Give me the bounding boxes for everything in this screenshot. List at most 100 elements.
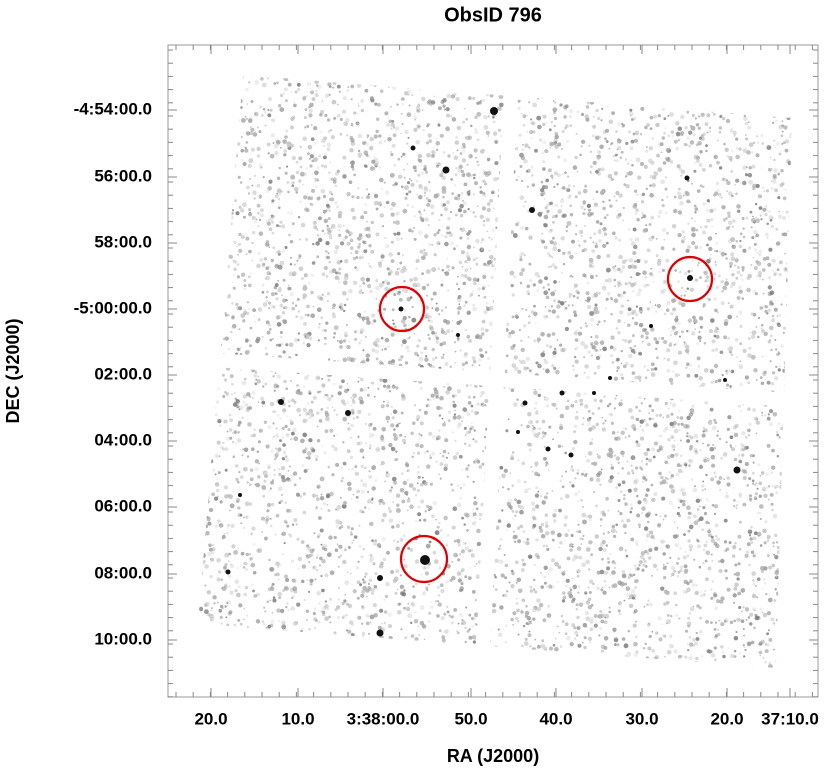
photon: [412, 487, 417, 491]
photon: [248, 283, 252, 288]
photon: [608, 606, 611, 609]
photon: [689, 287, 694, 292]
photon: [412, 585, 415, 588]
photon: [759, 306, 764, 310]
photon: [625, 361, 629, 366]
photon: [248, 81, 251, 84]
photon: [419, 249, 424, 254]
photon: [612, 267, 617, 273]
photon: [670, 334, 672, 336]
photon: [730, 149, 734, 153]
photon: [396, 434, 400, 438]
photon: [697, 365, 701, 368]
photon: [451, 117, 457, 122]
photon: [433, 233, 437, 237]
photon: [339, 117, 343, 121]
photon: [639, 380, 641, 382]
photon: [381, 518, 385, 523]
photon: [295, 160, 299, 164]
photon: [350, 84, 355, 89]
photon: [616, 431, 619, 433]
photon: [516, 526, 521, 530]
photon: [660, 539, 665, 544]
photon: [575, 530, 579, 533]
photon: [710, 380, 714, 384]
photon: [608, 478, 613, 484]
photon: [387, 345, 390, 348]
photon: [279, 146, 282, 149]
photon: [676, 444, 679, 446]
photon: [740, 610, 743, 613]
photon: [368, 433, 374, 438]
photon: [475, 507, 479, 511]
photon: [235, 464, 239, 468]
photon: [314, 185, 318, 188]
photon: [617, 331, 621, 335]
photon: [698, 375, 703, 381]
photon: [213, 602, 216, 605]
photon: [333, 409, 336, 412]
photon: [439, 583, 444, 588]
photon: [404, 435, 406, 438]
photon: [669, 401, 672, 404]
photon: [350, 437, 352, 439]
photon: [400, 411, 404, 415]
photon: [361, 589, 366, 594]
photon: [354, 250, 359, 255]
photon: [550, 174, 554, 178]
photon: [337, 565, 340, 568]
photon: [617, 293, 621, 297]
photon: [323, 152, 328, 157]
photon: [219, 424, 222, 427]
photon: [345, 229, 350, 234]
photon: [712, 444, 715, 446]
photon: [611, 361, 615, 364]
photon: [459, 236, 463, 240]
photon: [645, 187, 648, 191]
photon: [283, 149, 288, 153]
photon: [256, 183, 261, 188]
photon: [300, 277, 304, 280]
photon: [745, 217, 749, 220]
photon: [413, 619, 419, 624]
photon: [383, 206, 386, 209]
photon: [591, 354, 593, 357]
photon: [543, 214, 549, 220]
photon: [348, 180, 353, 184]
photon: [519, 165, 523, 168]
photon: [317, 620, 321, 624]
photon: [685, 348, 690, 354]
photon: [266, 509, 270, 513]
photon: [361, 240, 365, 244]
photon: [663, 238, 666, 241]
photon: [269, 401, 275, 407]
photon: [669, 614, 673, 618]
photon: [734, 582, 739, 588]
photon: [300, 438, 305, 444]
photon: [664, 476, 668, 480]
photon: [654, 655, 659, 660]
photon: [608, 147, 611, 150]
photon: [241, 159, 244, 162]
photon: [324, 604, 329, 609]
photon: [724, 147, 729, 152]
photon: [662, 161, 667, 165]
photon: [272, 422, 275, 425]
photon: [271, 438, 274, 440]
photon: [399, 538, 404, 542]
photon: [403, 564, 408, 569]
photon: [357, 187, 360, 190]
photon: [334, 508, 338, 511]
photon: [468, 635, 473, 640]
photon: [293, 186, 299, 192]
photon: [361, 631, 366, 636]
photon: [344, 593, 347, 596]
photon: [633, 260, 637, 263]
photon: [308, 628, 311, 631]
photon: [326, 255, 331, 260]
photon: [759, 517, 762, 521]
photon: [736, 501, 739, 503]
photon: [591, 249, 595, 253]
photon: [382, 512, 387, 518]
photon: [565, 225, 569, 228]
